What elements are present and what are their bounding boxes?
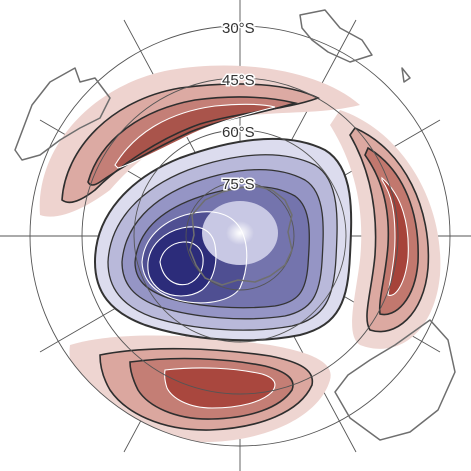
negative-contours-inner: [141, 211, 248, 304]
latitude-label-30s: 30°S: [222, 20, 255, 37]
negative-contours: [93, 137, 353, 342]
south-america-coastline: [334, 319, 456, 441]
island-coastline: [401, 67, 411, 83]
latitude-circles: [29, 25, 451, 447]
latitude-labels: 30°S 45°S 60°S 75°S: [221, 19, 257, 195]
latitude-label-75s: 75°S: [222, 176, 255, 193]
positive-contours-inner: [114, 103, 409, 409]
africa-coastline: [299, 9, 373, 63]
positive-contours: [61, 83, 430, 431]
latitude-label-60s: 60°S: [222, 124, 255, 141]
australia-coastline: [14, 67, 111, 161]
latitude-label-45s: 45°S: [222, 72, 255, 89]
coastlines: [14, 9, 456, 441]
antarctica-coastline: [189, 185, 293, 286]
negative-anomaly-center: [95, 138, 352, 341]
